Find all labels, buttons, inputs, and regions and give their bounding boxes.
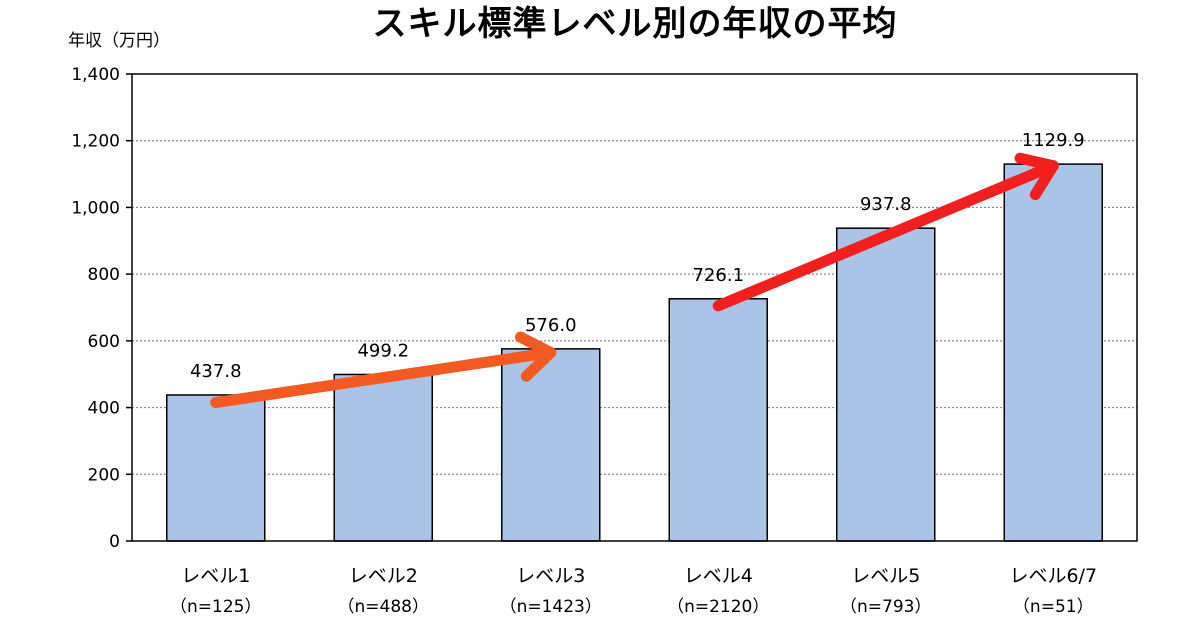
y-tick-label: 800 — [88, 265, 120, 285]
trend-arrow-shaft — [712, 160, 1059, 312]
trend-arrow-head — [1014, 152, 1059, 201]
value-label: 499.2 — [357, 340, 409, 361]
category-label: レベル1 — [181, 565, 250, 587]
trend-arrow — [712, 152, 1059, 312]
y-axis-label: 年収（万円） — [68, 31, 170, 51]
category-label: レベル5 — [851, 565, 920, 587]
sample-size-label: （n=793） — [840, 597, 931, 617]
sample-size-label: （n=488） — [338, 597, 429, 617]
value-label: 1129.9 — [1022, 130, 1085, 151]
value-labels: 437.8 499.2 576.0 726.1 937.8 1129.9 — [190, 130, 1085, 382]
category-label: レベル3 — [516, 565, 585, 587]
trend-arrow-head — [514, 331, 557, 382]
plot-frame — [126, 73, 1138, 542]
bar — [836, 227, 936, 542]
trend-arrow-shaft — [210, 347, 557, 409]
bar — [668, 298, 768, 542]
trend-arrows — [210, 152, 1059, 409]
value-label: 726.1 — [692, 265, 744, 286]
bar — [333, 373, 433, 542]
sample-size-label: （n=125） — [170, 597, 261, 617]
sample-size-label: （n=2120） — [667, 597, 769, 617]
y-tick-label: 600 — [88, 332, 120, 352]
bar — [501, 348, 601, 542]
x-category-labels: レベル1 （n=125） レベル2 （n=488） レベル3 （n=1423） レベル4 （n… — [170, 565, 1097, 617]
trend-arrow — [210, 331, 557, 409]
sample-size-label: （n=1423） — [500, 597, 602, 617]
category-label: レベル6/7 — [1009, 565, 1097, 587]
y-tick-label: 1,000 — [71, 198, 120, 218]
category-label: レベル2 — [349, 565, 418, 587]
y-tick-label: 0 — [109, 532, 120, 552]
value-label: 576.0 — [525, 315, 577, 336]
y-tick-label: 200 — [88, 465, 120, 485]
y-tick-labels: 0 200 400 600 800 1,000 1,200 1,400 — [71, 65, 120, 552]
sample-size-label: （n=51） — [1013, 597, 1094, 617]
y-tick-label: 400 — [88, 399, 120, 419]
bar — [166, 394, 266, 542]
chart-title: スキル標準レベル別の年収の平均 — [372, 4, 898, 44]
value-label: 437.8 — [190, 361, 242, 382]
bar — [1003, 163, 1103, 542]
y-tick-label: 1,200 — [71, 132, 120, 152]
gridlines — [132, 140, 1137, 475]
plot-area-border — [131, 73, 1138, 542]
y-tick-label: 1,400 — [71, 65, 120, 85]
value-label: 937.8 — [860, 194, 912, 215]
bars — [166, 163, 1103, 542]
category-label: レベル4 — [684, 565, 753, 587]
